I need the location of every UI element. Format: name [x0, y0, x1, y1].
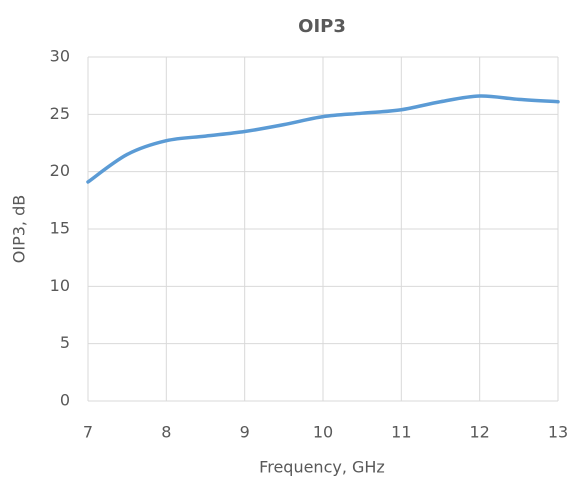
x-tick-label: 11: [391, 423, 411, 442]
x-tick-label: 7: [83, 423, 93, 442]
y-tick-label: 10: [50, 276, 70, 295]
x-tick-label: 12: [469, 423, 489, 442]
y-tick-label: 30: [50, 47, 70, 66]
y-tick-label: 20: [50, 161, 70, 180]
x-tick-label: 13: [548, 423, 568, 442]
y-tick-label: 5: [60, 333, 70, 352]
x-tick-label: 10: [313, 423, 333, 442]
x-axis-label: Frequency, GHz: [259, 458, 385, 477]
y-tick-label: 25: [50, 104, 70, 123]
line-series: [86, 94, 560, 184]
x-tick-label: 8: [161, 423, 171, 442]
chart-title: OIP3: [298, 16, 346, 37]
y-axis-label: OIP3, dB: [10, 195, 29, 263]
x-tick-label: 9: [240, 423, 250, 442]
y-tick-label: 15: [50, 219, 70, 238]
y-tick-label: 0: [60, 391, 70, 410]
